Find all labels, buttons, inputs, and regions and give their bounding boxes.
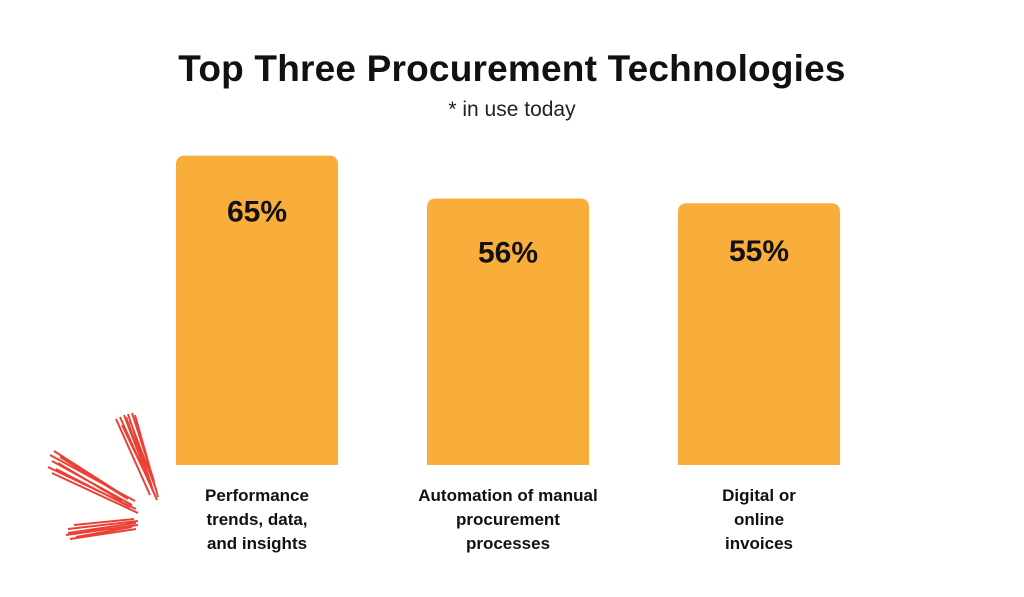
category-label-2-line-2: procurement — [456, 510, 560, 529]
chart-subtitle: * in use today — [448, 98, 576, 121]
bar-3 — [678, 203, 840, 465]
value-label-3: 55% — [729, 235, 789, 268]
chart-title: Top Three Procurement Technologies — [178, 48, 846, 89]
burst-decoration-icon — [47, 412, 159, 540]
category-label-1-line-3: and insights — [207, 534, 307, 553]
value-label-2: 56% — [478, 236, 538, 269]
category-label-1-line-1: Performance — [205, 486, 309, 505]
category-label-2-line-1: Automation of manual — [418, 486, 597, 505]
category-label-2-line-3: processes — [466, 534, 550, 553]
category-label-3-line-2: online — [734, 510, 784, 529]
bar-1 — [176, 155, 338, 465]
category-label-3-line-3: invoices — [725, 534, 793, 553]
category-label-3-line-1: Digital or — [722, 486, 796, 505]
category-label-1-line-2: trends, data, — [206, 510, 307, 529]
value-label-1: 65% — [227, 196, 287, 229]
bar-2 — [427, 198, 589, 465]
